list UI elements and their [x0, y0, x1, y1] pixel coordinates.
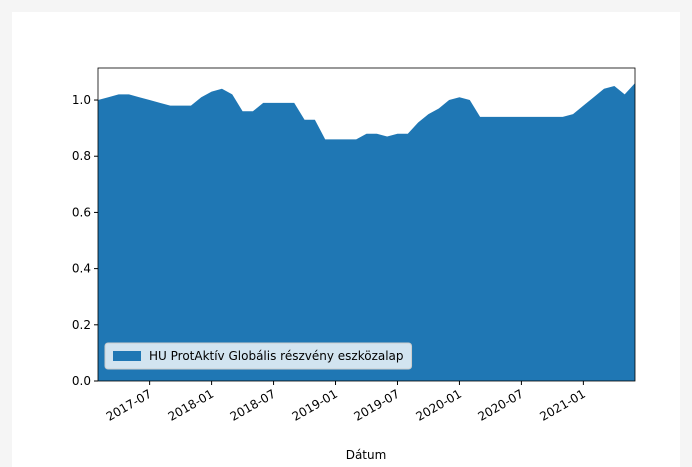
legend-label: HU ProtAktív Globális részvény eszközala…: [149, 349, 404, 363]
x-axis-label: Dátum: [346, 448, 387, 462]
y-tick-label: 0.6: [72, 205, 91, 219]
y-tick-label: 0.0: [72, 374, 91, 388]
y-tick-label: 1.0: [72, 93, 91, 107]
y-tick-label: 0.4: [72, 262, 91, 276]
area: [98, 83, 635, 381]
legend-box: [104, 342, 413, 370]
y-tick-label: 0.8: [72, 149, 91, 163]
y-tick-label: 0.2: [72, 318, 91, 332]
plot-frame: [97, 67, 636, 382]
legend-swatch: [113, 351, 141, 361]
legend: HU ProtAktív Globális részvény eszközala…: [104, 342, 413, 370]
